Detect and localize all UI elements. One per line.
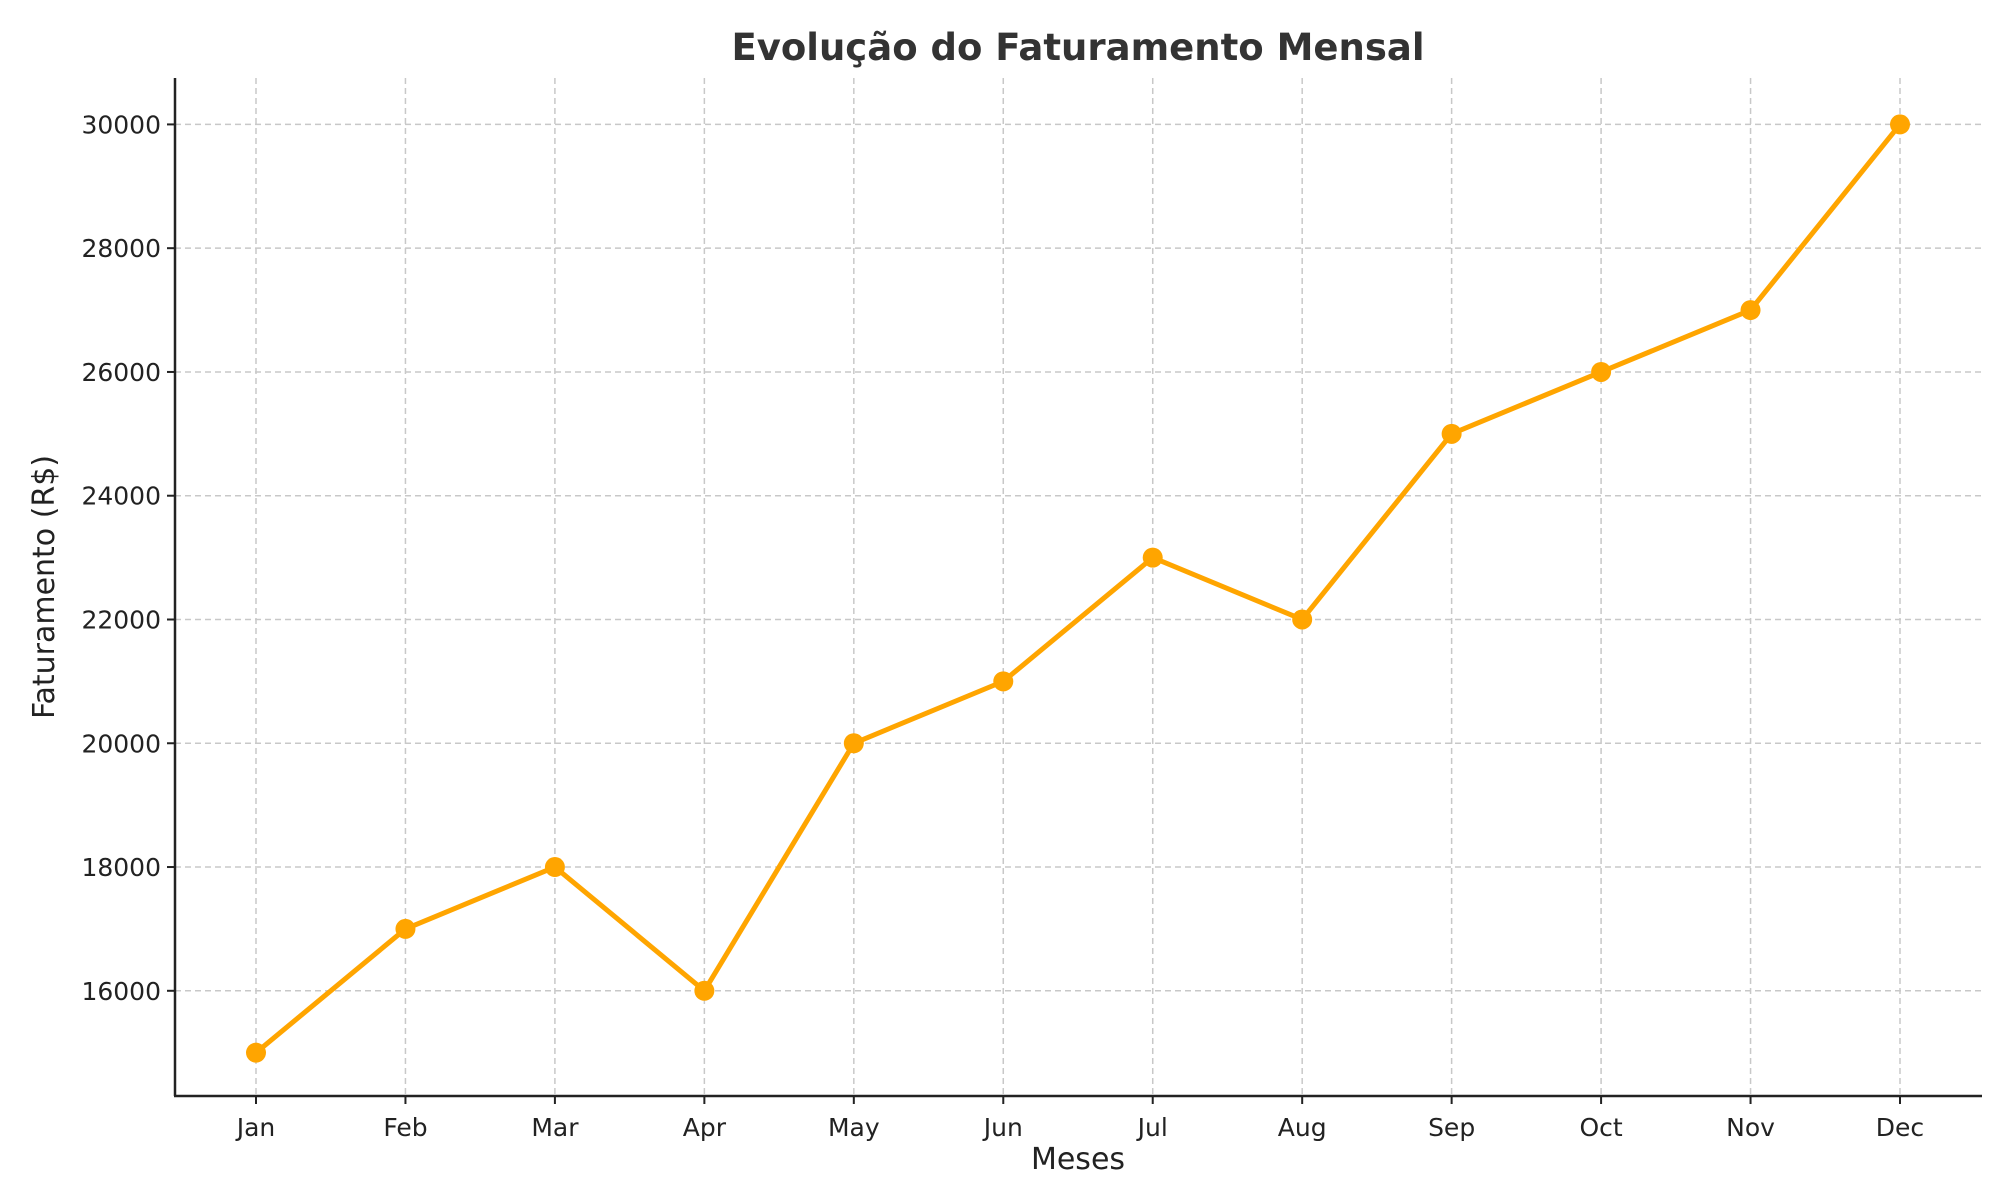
x-tick-label: Aug	[1278, 1113, 1327, 1142]
x-tick-label: Sep	[1428, 1113, 1475, 1142]
x-tick-label: Oct	[1579, 1113, 1622, 1142]
series-line	[253, 121, 1903, 1056]
ticks: Jan Feb Mar Apr May Jun Jul Aug Sep Oct Nov Dec 1600…	[81, 110, 1924, 1142]
x-tick-label: Feb	[383, 1113, 427, 1142]
chart-title: Evolução do Faturamento Mensal	[731, 26, 1424, 69]
y-tick-label: 22000	[81, 605, 161, 634]
data-point-jul	[1142, 547, 1163, 568]
data-point-jun	[993, 671, 1014, 692]
x-tick-label: Jan	[235, 1113, 276, 1142]
data-point-apr	[694, 980, 715, 1001]
y-tick-label: 20000	[81, 729, 161, 758]
y-tick-label: 16000	[81, 977, 161, 1006]
y-tick-label: 24000	[81, 482, 161, 511]
data-point-oct	[1591, 361, 1612, 382]
y-tick-label: 26000	[81, 358, 161, 387]
x-tick-label: Mar	[531, 1113, 579, 1142]
y-axis-label: Faturamento (R$)	[27, 455, 62, 719]
data-point-dec	[1890, 114, 1910, 135]
data-point-may	[843, 733, 864, 754]
data-point-aug	[1292, 609, 1313, 630]
x-tick-label: Dec	[1876, 1113, 1924, 1142]
x-axis-label: Meses	[1031, 1142, 1125, 1177]
data-point-nov	[1740, 300, 1761, 321]
data-point-mar	[544, 857, 565, 878]
x-tick-label: Apr	[683, 1113, 727, 1142]
x-tick-label: Nov	[1726, 1113, 1775, 1142]
y-tick-label: 28000	[81, 234, 161, 263]
data-point-jan	[246, 1042, 266, 1063]
x-tick-label: Jun	[982, 1113, 1023, 1142]
data-point-sep	[1441, 423, 1462, 444]
y-tick-label: 30000	[81, 110, 161, 139]
x-tick-label: May	[828, 1113, 880, 1142]
data-point-feb	[395, 918, 416, 939]
grid	[175, 78, 1982, 1096]
y-tick-label: 18000	[81, 853, 161, 882]
series	[246, 114, 1910, 1063]
x-tick-label: Jul	[1136, 1113, 1168, 1142]
